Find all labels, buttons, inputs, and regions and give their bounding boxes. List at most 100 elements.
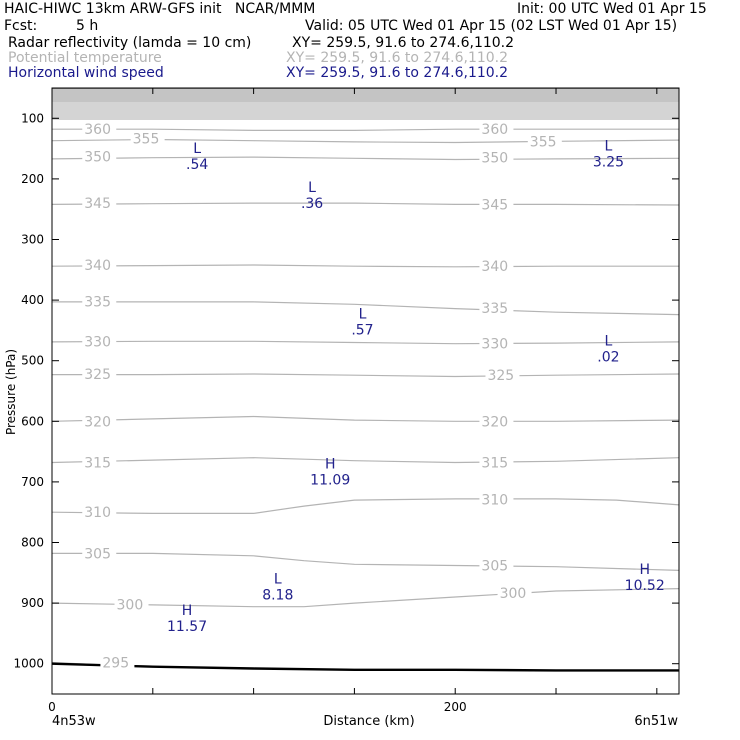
theta-contour-300 — [51, 588, 680, 608]
y-tick-label: 800 — [21, 536, 44, 550]
theta-label: 350 — [481, 151, 508, 167]
theta-contour-325 — [52, 373, 680, 378]
theta-label-bg — [82, 413, 117, 428]
theta-label: 335 — [84, 294, 111, 310]
theta-label-bg — [82, 293, 117, 308]
theta-label: 320 — [481, 414, 508, 430]
theta-label: 355 — [530, 134, 557, 150]
theta-label: 340 — [84, 258, 111, 274]
theta-label-bg — [497, 584, 532, 599]
wind-extremum-mark: L — [193, 141, 201, 157]
x-tick-label: 0 — [48, 700, 56, 714]
theta-label: 345 — [84, 196, 111, 212]
y-tick-label: 500 — [21, 354, 44, 368]
theta-label-bg — [82, 366, 117, 381]
wind-extremum-mark: L — [605, 138, 613, 154]
theta-label: 360 — [84, 122, 111, 138]
theta-label-bg — [479, 258, 514, 273]
wind-extremum-value: .54 — [186, 157, 208, 173]
wind-extremum-mark: H — [325, 457, 336, 473]
theta-label: 300 — [117, 597, 144, 613]
theta-label: 355 — [133, 131, 160, 147]
theta-contours — [51, 128, 680, 667]
theta-contour-310 — [51, 498, 680, 515]
theta-label: 330 — [84, 334, 111, 350]
y-tick-label: 400 — [21, 293, 44, 307]
wind-extremum-value: 10.52 — [625, 578, 665, 594]
wind-extremum-value: .57 — [351, 322, 373, 338]
field-name-wind: Horizontal wind speed — [8, 65, 164, 81]
theta-label: 300 — [500, 586, 527, 602]
theta-contour-315 — [51, 457, 680, 464]
x-right-endpoint-label: 6n51w — [634, 714, 678, 729]
theta-label: 305 — [481, 559, 508, 575]
terrain-line — [51, 662, 679, 672]
top-fill-band — [52, 88, 679, 120]
theta-label-bg — [82, 256, 117, 271]
theta-contour-340 — [51, 264, 679, 268]
theta-label-bg — [479, 557, 514, 572]
forecast-label: Fcst: — [4, 18, 38, 34]
theta-contour-360 — [52, 128, 679, 131]
field-name-reflectivity: Radar reflectivity (lamda = 10 cm) — [8, 35, 252, 51]
theta-contour-345 — [51, 202, 680, 206]
theta-label-bg — [479, 413, 514, 428]
y-tick-label: 600 — [21, 414, 44, 428]
wind-extremum-mark: L — [274, 572, 282, 588]
valid-time: Valid: 05 UTC Wed 01 Apr 15 (02 LST Wed … — [305, 18, 678, 34]
theta-label: 340 — [481, 259, 508, 275]
x-left-endpoint-label: 4n53w — [52, 714, 96, 729]
theta-label-bg — [114, 596, 149, 611]
plot-frame — [51, 87, 680, 695]
terrain-surface — [51, 662, 679, 672]
wind-extremum-mark: L — [308, 180, 316, 196]
theta-label: 345 — [481, 197, 508, 213]
theta-label: 295 — [102, 655, 129, 671]
field-name-theta: Potential temperature — [8, 50, 162, 66]
theta-label: 330 — [481, 337, 508, 353]
theta-label-bg — [82, 195, 117, 210]
field-xy-theta: XY= 259.5, 91.6 to 274.6,110.2 — [286, 50, 509, 66]
x-tick-label: 200 — [444, 700, 467, 714]
axes: 100 200 300 400 500 600 700 800 900 1000 0 200 — [13, 87, 680, 714]
theta-label-bg — [82, 333, 117, 348]
wind-extremum-mark: L — [359, 306, 367, 322]
theta-label: 310 — [481, 492, 508, 508]
wind-extrema: L.54L.36L3.25L.57L.02H11.09H10.52L8.18H1… — [167, 138, 665, 635]
wind-extremum-value: .36 — [301, 196, 323, 212]
theta-contour-320 — [51, 415, 680, 422]
theta-label: 315 — [84, 456, 111, 472]
theta-contour-labels: 360 355 350 345 340 335 330 325 320 315 310 305 300 2… — [82, 121, 562, 671]
field-xy-wind: XY= 259.5, 91.6 to 274.6,110.2 — [286, 65, 509, 81]
theta-label-bg — [479, 149, 514, 164]
theta-label-bg — [479, 335, 514, 350]
theta-label-bg — [130, 130, 165, 145]
theta-contour-350 — [51, 156, 680, 161]
wind-extremum-value: 8.18 — [262, 588, 293, 604]
y-tick-label: 1000 — [13, 657, 44, 671]
theta-label-bg — [82, 504, 117, 519]
y-tick-label: 900 — [21, 596, 44, 610]
theta-label: 320 — [84, 414, 111, 430]
theta-label-bg — [82, 454, 117, 469]
field-xy-reflectivity: XY= 259.5, 91.6 to 274.6,110.2 — [292, 35, 515, 51]
theta-label-bg — [479, 196, 514, 211]
theta-label-bg — [82, 148, 117, 163]
theta-label-bg — [527, 133, 562, 148]
theta-label-bg — [82, 121, 117, 136]
y-tick-label: 300 — [21, 233, 44, 247]
theta-label: 325 — [84, 367, 111, 383]
wind-extremum-mark: H — [639, 562, 650, 578]
theta-label-bg — [479, 491, 514, 506]
chart-title: HAIC-HIWC 13km ARW-GFS init NCAR/MMM — [4, 1, 316, 17]
theta-label-bg — [479, 299, 514, 314]
wind-extremum-value: 11.57 — [167, 619, 207, 635]
theta-label: 360 — [481, 122, 508, 138]
y-axis-label: Pressure (hPa) — [4, 349, 18, 435]
theta-contour-305 — [52, 552, 680, 571]
wind-extremum-mark: H — [182, 603, 193, 619]
theta-label-bg — [479, 121, 514, 136]
y-tick-label: 200 — [21, 172, 44, 186]
forecast-hour: 5 h — [76, 18, 99, 34]
theta-label: 305 — [84, 546, 111, 562]
